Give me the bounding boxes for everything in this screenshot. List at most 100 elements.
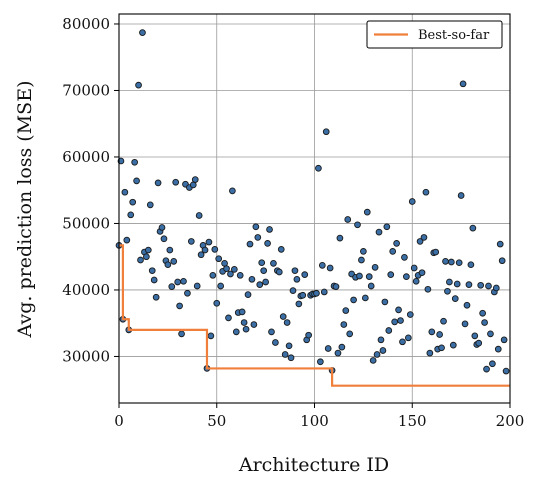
data-point	[275, 268, 283, 276]
data-point	[197, 251, 205, 259]
y-tick-label: 60000	[62, 148, 110, 166]
x-axis-label: Architecture ID	[238, 454, 389, 476]
data-point	[338, 343, 346, 351]
data-point	[176, 302, 183, 310]
data-point	[131, 158, 138, 166]
data-point	[324, 345, 332, 352]
data-point	[367, 282, 375, 290]
data-point	[172, 178, 180, 186]
y-tick-label: 40000	[62, 281, 110, 299]
data-point	[358, 256, 365, 264]
data-point	[158, 224, 166, 231]
data-point	[152, 293, 160, 301]
data-point	[242, 325, 250, 333]
data-point	[363, 208, 371, 216]
data-point	[223, 265, 230, 273]
y-tick-label: 80000	[62, 15, 110, 33]
data-point	[236, 271, 244, 279]
data-point	[418, 269, 426, 277]
data-point	[148, 267, 156, 275]
data-point	[459, 80, 467, 88]
data-point	[232, 328, 240, 336]
data-point	[342, 307, 350, 314]
data-point	[412, 277, 420, 285]
data-point	[313, 289, 320, 297]
data-point	[406, 311, 414, 318]
data-point	[354, 221, 361, 229]
data-point	[457, 192, 465, 199]
data-point	[283, 319, 291, 326]
legend-label-best-so-far: Best-so-far	[418, 28, 490, 43]
data-point	[389, 248, 397, 255]
data-point	[496, 240, 504, 248]
data-point	[211, 246, 219, 253]
data-point	[404, 334, 412, 342]
best-so-far-line	[119, 244, 510, 387]
data-point	[258, 259, 266, 267]
data-point	[475, 339, 483, 347]
scatter-points	[115, 29, 510, 375]
data-point	[318, 262, 326, 269]
data-point	[262, 278, 269, 286]
data-point	[469, 224, 477, 232]
data-point	[246, 240, 254, 248]
data-point	[205, 238, 213, 246]
data-point	[293, 275, 301, 283]
data-point	[481, 319, 488, 326]
data-point	[252, 223, 260, 231]
data-point	[346, 330, 354, 338]
data-point	[193, 282, 201, 290]
y-tick-label: 50000	[62, 214, 110, 232]
data-point	[479, 309, 486, 317]
data-point	[361, 294, 369, 302]
data-point	[461, 320, 469, 328]
data-point	[227, 270, 234, 278]
legend-box	[366, 20, 503, 49]
data-point	[315, 164, 322, 172]
data-point	[139, 29, 146, 36]
data-point	[401, 254, 408, 261]
data-point	[377, 336, 385, 344]
data-point	[381, 298, 389, 306]
data-point	[334, 349, 342, 357]
data-point	[254, 234, 262, 241]
data-point	[393, 240, 400, 247]
data-point	[174, 278, 182, 286]
data-point	[485, 282, 492, 290]
data-point	[137, 256, 144, 264]
data-point	[248, 275, 256, 283]
data-point	[291, 267, 299, 275]
x-tick-label: 100	[300, 412, 329, 430]
data-point	[422, 188, 430, 196]
data-point	[332, 283, 340, 290]
data-point	[207, 332, 215, 340]
data-point	[416, 238, 424, 245]
data-point	[154, 179, 162, 187]
data-point	[371, 264, 379, 271]
data-point	[502, 367, 510, 375]
data-point	[465, 281, 473, 288]
data-point	[215, 255, 223, 263]
data-point	[326, 264, 334, 272]
data-point	[494, 345, 502, 353]
data-point	[410, 264, 418, 272]
data-point	[217, 282, 225, 290]
data-point	[187, 238, 195, 245]
data-point	[240, 319, 248, 326]
data-point	[383, 223, 391, 231]
x-tick-label: 0	[114, 412, 124, 430]
data-point	[264, 240, 271, 247]
data-point	[365, 273, 373, 281]
data-point	[178, 330, 185, 338]
data-point	[305, 331, 312, 339]
x-tick-label: 150	[398, 412, 427, 430]
x-tick-label: 200	[496, 412, 525, 430]
data-point	[201, 246, 209, 254]
data-point	[451, 295, 459, 302]
data-point	[498, 257, 506, 265]
data-point	[446, 278, 453, 286]
data-point	[260, 267, 268, 275]
data-point	[375, 228, 383, 236]
axis-ticks: 0 50 100 150 200 30000 40000 50000 60000 70000 800…	[62, 15, 524, 430]
data-point	[121, 188, 129, 196]
